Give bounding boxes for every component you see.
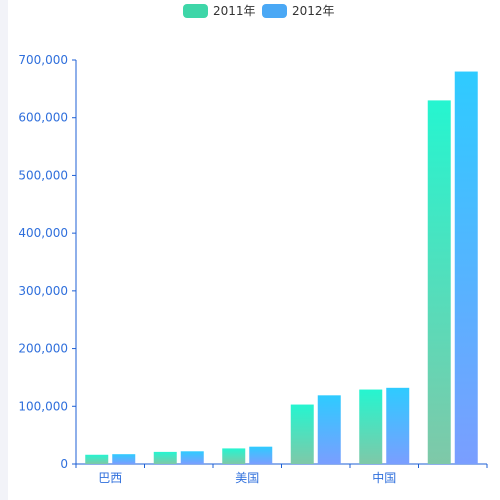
y-tick-label: 700,000 [18,53,68,67]
legend-swatch-2011 [183,4,208,18]
bar-2012[interactable] [454,71,478,465]
bar-2011[interactable] [290,404,314,464]
legend[interactable]: 2011年 2012年 [183,4,335,18]
bar-2012[interactable] [180,451,204,464]
x-tick-label: 美国 [235,471,259,485]
y-tick-label: 400,000 [18,226,68,240]
legend-item-2012[interactable]: 2012年 [262,4,335,18]
y-tick-label: 200,000 [18,342,68,356]
left-panel-edge [0,0,8,500]
legend-label-2011: 2011年 [213,4,256,18]
bar-2011[interactable] [427,100,451,465]
bar-2012[interactable] [386,387,410,464]
bar-2012[interactable] [249,446,273,464]
x-tick-label: 中国 [372,470,396,485]
bar-2012[interactable] [112,454,136,464]
bar-2012[interactable] [317,395,341,464]
y-tick-label: 100,000 [18,399,68,413]
legend-swatch-2012 [262,4,287,18]
y-tick-label: 500,000 [18,168,68,182]
bar-2011[interactable] [153,451,177,464]
axes: 0 100,000 200,000 300,000 400,000 500,000 600,… [18,53,488,485]
legend-label-2012: 2012年 [292,4,335,18]
bars [85,71,478,465]
x-tick-label: 巴西 [98,471,122,485]
legend-item-2011[interactable]: 2011年 [183,4,256,18]
y-tick-label: 300,000 [18,284,68,298]
bar-2011[interactable] [85,454,109,464]
y-tick-label: 600,000 [18,111,68,125]
bar-2011[interactable] [222,448,246,464]
y-tick-label: 0 [60,457,68,471]
bar-2011[interactable] [359,389,383,464]
